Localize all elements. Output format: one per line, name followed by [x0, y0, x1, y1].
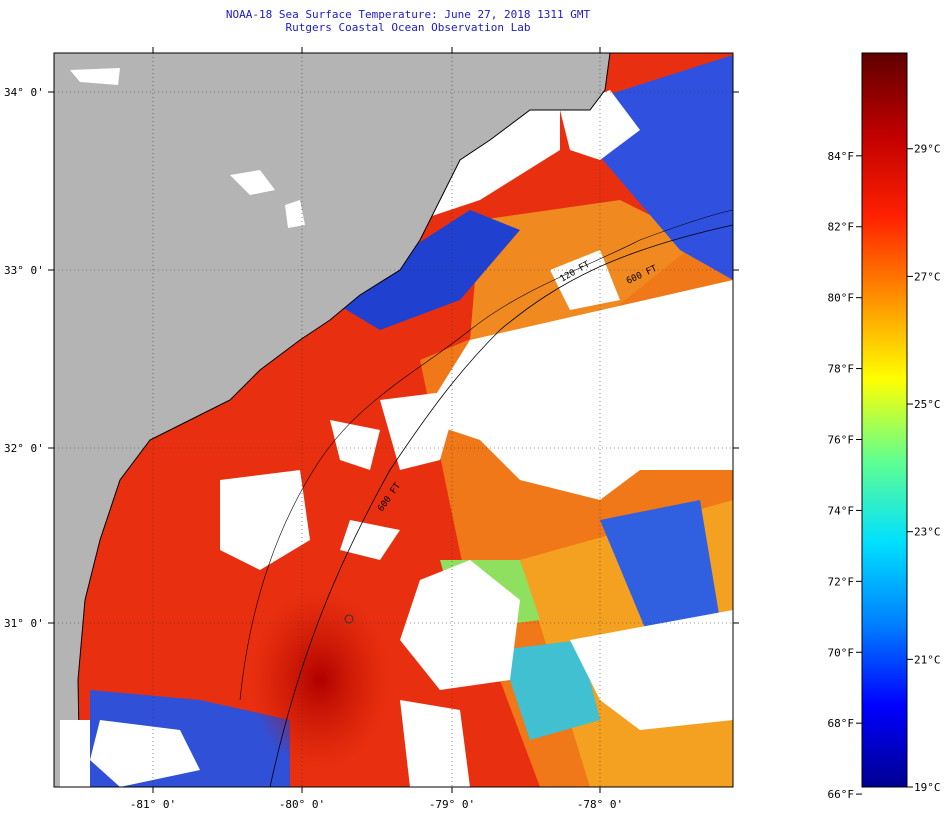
f-label: 82°F: [828, 221, 855, 234]
map-frame: [53, 52, 734, 788]
southeast-cold-patch: [600, 500, 720, 640]
lon-label: -78° 0': [577, 798, 623, 811]
f-label: 70°F: [828, 646, 855, 659]
c-label: 19°C: [914, 781, 941, 794]
buoy-marker: [344, 614, 354, 624]
image-subtitle: Rutgers Coastal Ocean Observation Lab: [285, 21, 531, 34]
cloud-patch: [420, 280, 733, 500]
celsius-labels: 29°C 27°C 25°C 23°C 21°C 19°C: [907, 143, 941, 794]
f-label: 68°F: [828, 717, 855, 730]
cloud-patch: [400, 700, 470, 787]
fahrenheit-labels: 84°F 82°F 80°F 78°F 76°F 74°F 72°F 70°F 68°F 66°F: [828, 150, 862, 801]
southeast-cool-patch: [500, 640, 600, 740]
c-label: 23°C: [914, 526, 941, 539]
c-label: 29°C: [914, 143, 941, 156]
sst-map[interactable]: 120 FT 600 FT 600 FT 34° 0'33° 0'32° 0'3…: [0, 0, 800, 817]
f-label: 78°F: [828, 363, 855, 376]
depth-contour-600ft: [269, 224, 733, 787]
f-label: 76°F: [828, 434, 855, 447]
lat-label: 33° 0': [4, 264, 44, 277]
image-title: NOAA-18 Sea Surface Temperature: June 27…: [225, 8, 591, 21]
f-label: 80°F: [828, 292, 855, 305]
cloud-patch: [220, 470, 310, 570]
c-label: 27°C: [914, 270, 941, 283]
cloud-patch: [570, 610, 733, 730]
lat-label: 31° 0': [4, 617, 44, 630]
f-label: 74°F: [828, 504, 855, 517]
lon-label: -80° 0': [279, 798, 325, 811]
cloud-patch: [60, 720, 90, 787]
cloud-patch: [380, 390, 460, 470]
cloud-patch: [70, 68, 120, 85]
colorbar-gradient: [861, 52, 908, 788]
f-label: 72°F: [828, 575, 855, 588]
lon-label: -81° 0': [130, 798, 176, 811]
cloud-patch: [285, 200, 305, 228]
c-label: 25°C: [914, 398, 941, 411]
cloud-patch: [230, 170, 275, 195]
cloud-patch: [340, 520, 400, 560]
longitude-labels: -81° 0' -80° 0' -79° 0' -78° 0': [130, 798, 623, 811]
map-ticks: [48, 47, 739, 793]
lon-label: -79° 0': [429, 798, 475, 811]
cloud-patch: [330, 420, 380, 470]
colorbar: 84°F 82°F 80°F 78°F 76°F 74°F 72°F 70°F 68°F 66°F…: [828, 52, 941, 801]
f-label: 66°F: [828, 788, 855, 801]
cloud-patch: [90, 720, 200, 787]
latitude-labels: 34° 0' 33° 0' 32° 0' 31° 0': [4, 86, 44, 630]
lat-label: 34° 0': [4, 86, 44, 99]
cloud-patch: [400, 560, 520, 690]
lat-label: 32° 0': [4, 442, 44, 455]
f-label: 84°F: [828, 150, 855, 163]
depth-contour-120ft: [239, 209, 733, 701]
land-mass: [54, 53, 611, 787]
c-label: 21°C: [914, 653, 941, 666]
nearshore-cold-zone: [330, 210, 520, 330]
cloud-patch: [550, 250, 620, 310]
